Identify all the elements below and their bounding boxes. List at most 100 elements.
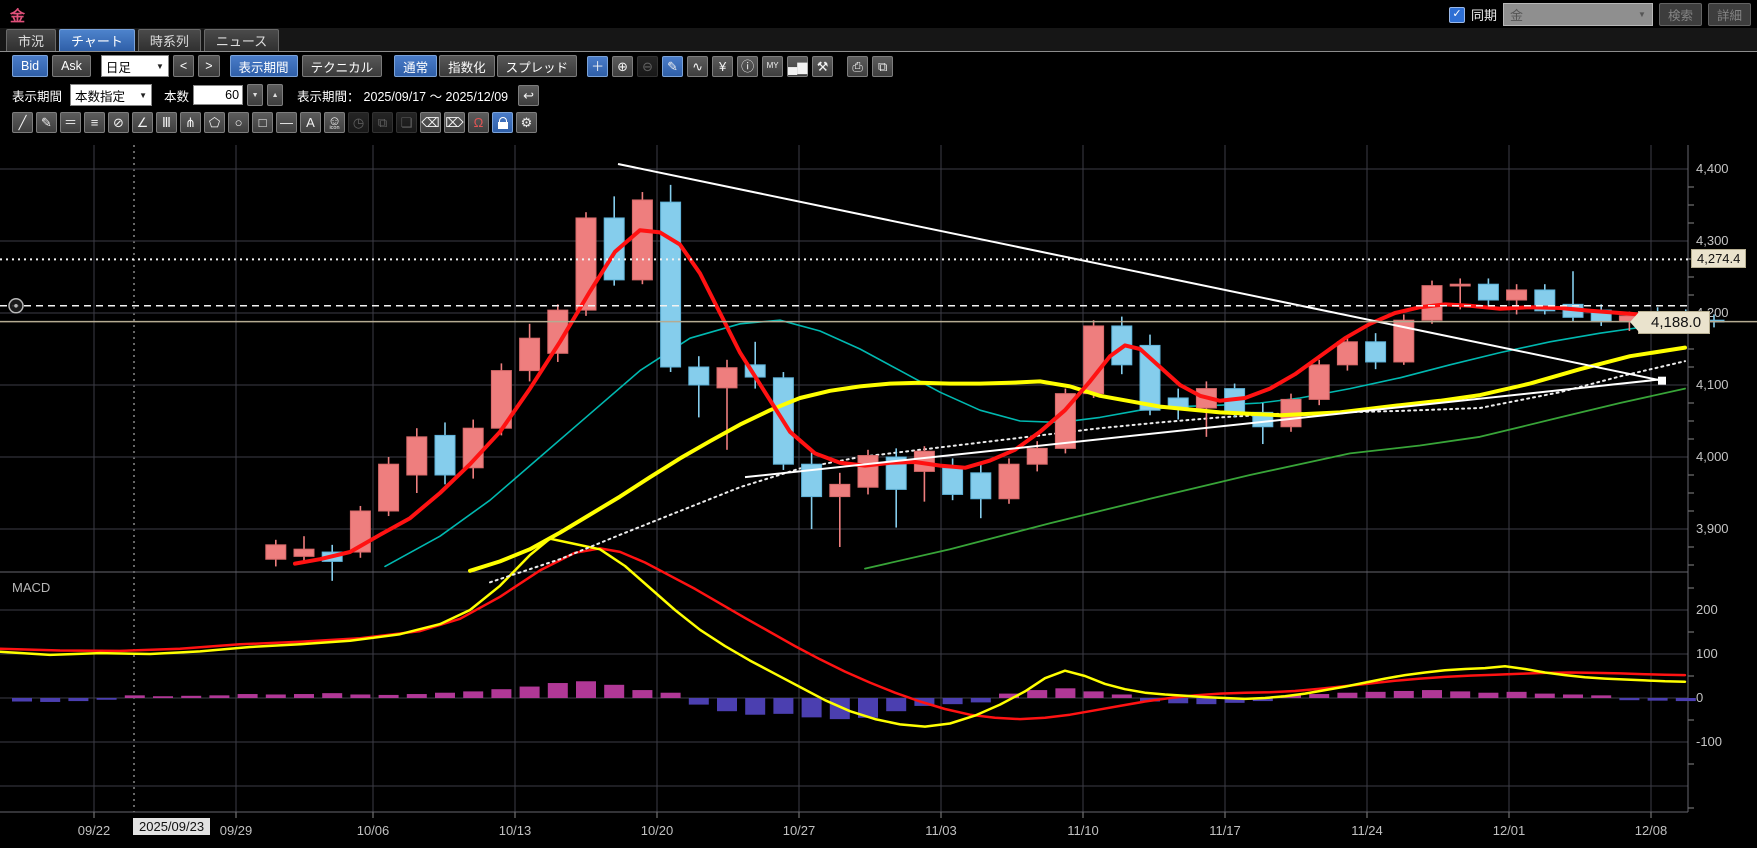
tab-chart[interactable]: チャート <box>59 29 135 51</box>
indexed-mode-button[interactable]: 指数化 <box>439 55 495 77</box>
detail-button[interactable]: 詳細 <box>1707 3 1751 26</box>
polygon-icon[interactable]: ⬠ <box>204 112 225 133</box>
candle <box>716 367 738 389</box>
copy-icon[interactable]: ⧉ <box>372 112 393 133</box>
macd-bar <box>717 698 737 712</box>
yen-icon[interactable]: ¥ <box>712 55 734 77</box>
horizontal-line-icon[interactable]: ― <box>276 112 297 133</box>
date-axis-label: 10/27 <box>783 823 816 838</box>
fibonacci-circle-icon[interactable]: ⊘ <box>108 112 129 133</box>
macd-bar <box>1309 694 1330 698</box>
my-indicator-icon[interactable]: MY <box>762 55 784 77</box>
trendline-icon[interactable]: ╱ <box>12 112 33 133</box>
macd-bar <box>942 698 963 705</box>
date-axis-label: 12/01 <box>1493 823 1526 838</box>
candle <box>293 548 315 557</box>
normal-mode-button[interactable]: 通常 <box>394 55 438 77</box>
timeframe-select[interactable]: 日足 ▼ <box>100 55 169 77</box>
zoom-out-icon[interactable]: ⊖ <box>637 55 659 77</box>
zoom-in-icon[interactable]: ⊕ <box>612 55 634 77</box>
sync-checkbox[interactable]: ✓ <box>1448 6 1465 23</box>
chevron-down-icon: ▼ <box>1638 10 1646 19</box>
ask-button[interactable]: Ask <box>52 55 91 77</box>
icon-stamp-icon[interactable]: ☺ icon <box>324 112 345 133</box>
symbol-select[interactable]: 金 ▼ <box>1502 3 1653 26</box>
macd-bar <box>40 698 61 702</box>
main-toolbar: Bid Ask 日足 ▼ < > 表示期間 テクニカル 通常 指数化 スプレッド… <box>12 55 894 77</box>
area-chart-icon[interactable]: ▄▆ <box>787 55 809 77</box>
macd-bar <box>153 696 173 698</box>
macd-bar <box>858 698 878 718</box>
date-axis-label: 11/24 <box>1351 823 1383 838</box>
wrench-icon[interactable]: ⚒ <box>812 55 834 77</box>
search-button[interactable]: 検索 <box>1658 3 1702 26</box>
period-mode-select[interactable]: 本数指定 ▼ <box>70 84 153 106</box>
timeframe-value: 日足 <box>105 60 131 75</box>
draw-pencil-icon[interactable]: ✎ <box>662 55 684 77</box>
erase-all-icon[interactable]: ⌦ <box>444 112 465 133</box>
crosshair-icon[interactable]: ＋ <box>587 55 609 77</box>
lock-icon[interactable] <box>492 112 513 133</box>
candle <box>1506 289 1528 301</box>
rectangle-icon[interactable]: □ <box>252 112 273 133</box>
highlighted-date-tag: 2025/09/23 <box>133 818 211 835</box>
tab-news[interactable]: ニュース <box>203 29 280 51</box>
count-input[interactable] <box>193 85 244 105</box>
info-icon[interactable]: ⓘ <box>737 55 759 77</box>
tab-timeseries[interactable]: 時系列 <box>137 29 201 51</box>
eraser-icon[interactable]: ⌫ <box>420 112 441 133</box>
chart-canvas[interactable]: 09/22 09/29 10/06 10/13 10/20 10/27 11/03 11/10… <box>0 145 1757 848</box>
parallel-lines-icon[interactable]: ＝ <box>60 112 81 133</box>
magnet-icon[interactable]: Ω <box>468 112 489 133</box>
date-axis-label: 10/13 <box>499 823 532 838</box>
date-axis-label: 11/10 <box>1067 823 1099 838</box>
bid-button[interactable]: Bid <box>12 55 49 77</box>
gann-fan-icon[interactable]: ∠ <box>132 112 153 133</box>
count-increment-button[interactable]: ▲ <box>267 84 284 106</box>
macd-bar <box>68 698 89 702</box>
candle <box>857 455 879 488</box>
multi-parallel-lines-icon[interactable]: ≡ <box>84 112 105 133</box>
macd-bar <box>773 698 794 714</box>
tab-bar: 市況 チャート 時系列 ニュース <box>0 28 1757 52</box>
clock-icon[interactable]: ◷ <box>348 112 369 133</box>
candle <box>1393 319 1415 363</box>
technical-button[interactable]: テクニカル <box>301 55 383 77</box>
settings-icon[interactable]: ⚙ <box>516 112 537 133</box>
spread-mode-button[interactable]: スプレッド <box>496 55 578 77</box>
macd-bar <box>1337 692 1358 698</box>
macd-bar <box>1534 693 1555 698</box>
candle <box>1308 364 1330 400</box>
candle <box>378 463 400 512</box>
pencil-icon[interactable]: ✎ <box>36 112 57 133</box>
reset-period-icon[interactable]: ↩ <box>518 84 540 106</box>
macd-bar <box>1422 690 1442 698</box>
page-title: 金 <box>10 8 26 25</box>
macd-line <box>0 537 1687 728</box>
ray-fan-icon[interactable]: ⋔ <box>180 112 201 133</box>
macd-bar <box>96 698 117 700</box>
count-decrement-button[interactable]: ▼ <box>247 84 264 106</box>
ellipse-icon[interactable]: ○ <box>228 112 249 133</box>
candle <box>406 436 428 476</box>
alert-price-tag[interactable]: 4,274.4 <box>1691 249 1747 269</box>
trend-pointer-icon[interactable]: ∿ <box>687 55 709 77</box>
text-icon[interactable]: A <box>300 112 321 133</box>
fibonacci-timezone-icon[interactable]: Ⅲ <box>156 112 177 133</box>
candle <box>631 199 653 281</box>
drag-icon[interactable]: ❏ <box>396 112 417 133</box>
trendline-2 <box>744 378 1663 479</box>
export-icon[interactable]: ⧉ <box>872 55 894 77</box>
printer-icon[interactable]: ⎙ <box>847 55 869 77</box>
macd-bar <box>1365 691 1386 698</box>
candle <box>998 463 1020 500</box>
tab-market[interactable]: 市況 <box>6 29 57 51</box>
macd-bar <box>632 690 653 698</box>
display-period-button[interactable]: 表示期間 <box>229 55 298 77</box>
next-button[interactable]: > <box>198 55 220 77</box>
macd-bar <box>1563 694 1583 698</box>
macd-bar <box>237 694 258 698</box>
price-axis-label: 4,000 <box>1696 449 1729 464</box>
prev-button[interactable]: < <box>172 55 195 77</box>
candle <box>829 483 851 498</box>
